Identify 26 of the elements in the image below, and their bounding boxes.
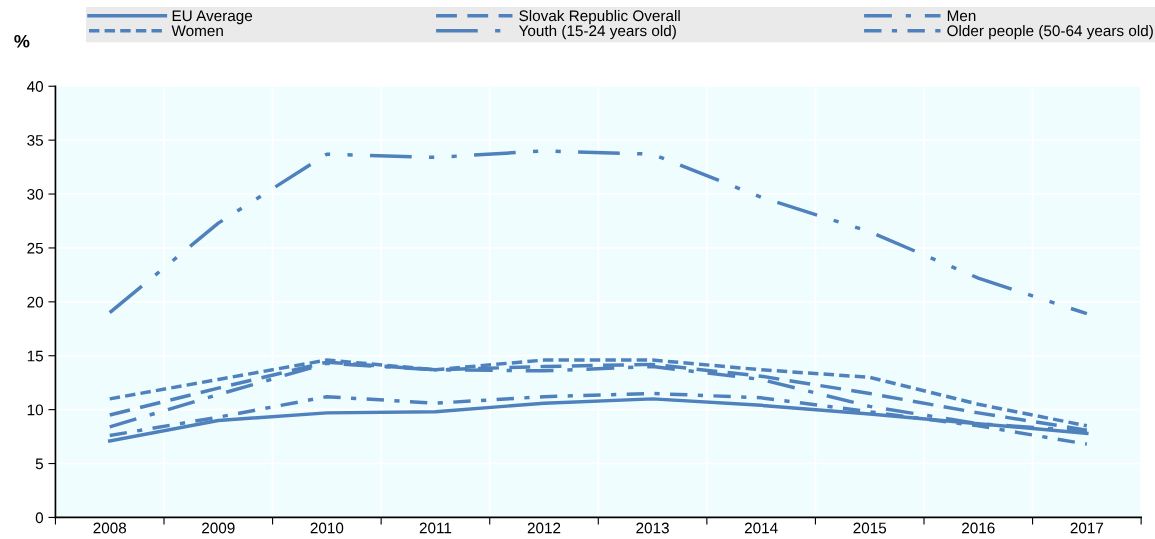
y-tick-label: 10 xyxy=(27,404,44,416)
y-tick-label: 40 xyxy=(26,81,44,92)
legend-label: Older people (50-64 years old) xyxy=(947,24,1153,40)
x-tick-label: 2009 xyxy=(202,522,235,534)
y-tick-label: 5 xyxy=(35,458,43,470)
y-tick-label: 0 xyxy=(35,512,44,524)
y-tick-label: 15 xyxy=(27,350,43,362)
legend-label: Women xyxy=(171,25,223,37)
y-tick-label: 20 xyxy=(27,296,44,308)
y-tick-label: 30 xyxy=(27,188,44,200)
y-tick-label: 35 xyxy=(27,135,43,146)
x-tick-label: 2016 xyxy=(962,522,995,534)
x-tick-label: 2017 xyxy=(1070,522,1104,534)
legend-label: Youth (15-24 years old) xyxy=(518,24,676,40)
x-tick-label: 2015 xyxy=(853,522,887,534)
y-tick-label: 25 xyxy=(27,242,43,254)
legend-label: Slovak Republic Overall xyxy=(519,9,680,25)
x-tick-label: 2008 xyxy=(93,522,127,534)
y-axis-title: % xyxy=(14,34,30,48)
x-tick-label: 2010 xyxy=(310,522,344,534)
x-tick-label: 2014 xyxy=(744,522,778,534)
legend-label: EU Average xyxy=(172,10,253,25)
x-tick-label: 2012 xyxy=(527,522,561,534)
x-tick-label: 2011 xyxy=(419,522,452,534)
legend-label: Men xyxy=(947,10,976,22)
x-tick-label: 2013 xyxy=(636,522,669,534)
